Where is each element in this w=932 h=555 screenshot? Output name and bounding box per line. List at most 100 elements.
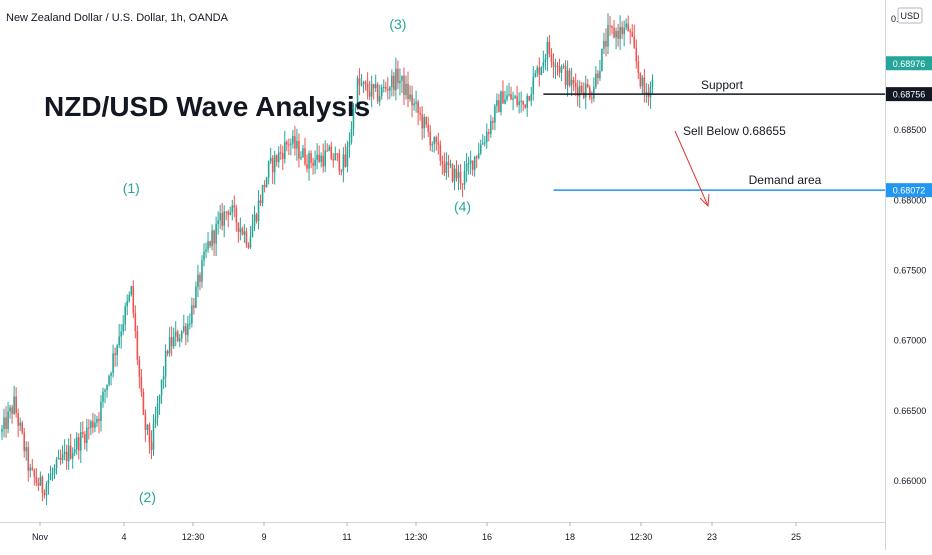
candle-body: [387, 88, 389, 91]
currency-badge-box[interactable]: [897, 7, 923, 24]
candle-body: [635, 47, 638, 62]
candle-body: [380, 87, 383, 97]
candle-body: [281, 153, 284, 159]
price-tag-support: [886, 87, 932, 102]
candle-body: [92, 421, 94, 428]
candle-body: [187, 323, 189, 336]
candle-body: [473, 156, 476, 170]
candle-body: [94, 422, 96, 428]
candle-body: [221, 212, 223, 226]
candle-body: [354, 107, 357, 110]
candle-body: [102, 391, 104, 402]
currency-badge[interactable]: USD: [897, 7, 923, 24]
candle-body: [231, 205, 234, 213]
candle-body: [548, 41, 551, 54]
candle-body: [185, 326, 187, 336]
candle-body: [265, 177, 268, 188]
candle-body: [461, 183, 464, 185]
candle-body: [57, 457, 60, 460]
candle-body: [459, 172, 462, 184]
candle-body: [421, 114, 423, 129]
candle-body: [124, 306, 127, 325]
candle-body: [469, 160, 472, 164]
candle-body: [290, 143, 292, 145]
candle-body: [237, 222, 240, 233]
candle-body: [53, 467, 56, 473]
candle-body: [243, 231, 246, 235]
candle-body: [213, 230, 215, 244]
candle-body: [65, 451, 68, 462]
candle-body: [619, 27, 621, 39]
candle-body: [344, 154, 347, 167]
candle-body: [77, 437, 80, 451]
candle-body: [31, 467, 34, 470]
candle-body: [413, 103, 415, 106]
candle-body: [530, 94, 533, 101]
candle-body: [409, 94, 411, 100]
candle-body: [296, 140, 298, 149]
candle-body: [116, 345, 118, 356]
candle-body: [463, 171, 466, 185]
wave-label: (2): [139, 489, 156, 505]
candle-body: [166, 351, 169, 354]
candle-body: [574, 82, 577, 88]
candle-body: [449, 164, 452, 166]
candle-body: [209, 241, 211, 247]
candle-body: [191, 305, 193, 324]
candle-body: [336, 153, 339, 155]
candle-body: [322, 155, 324, 167]
candle-body: [156, 403, 159, 419]
candle-body: [350, 128, 353, 143]
candle-body: [195, 286, 197, 308]
candle-body: [649, 86, 652, 98]
candle-body: [1, 428, 3, 432]
candle-body: [502, 91, 504, 104]
price-tag-label: 0.68072: [893, 186, 926, 196]
candle-body: [43, 492, 46, 495]
candle-body: [601, 48, 603, 72]
candle-body: [180, 331, 183, 339]
candle-body: [225, 211, 228, 213]
candle-body: [330, 146, 333, 159]
candle-body: [510, 94, 512, 100]
arrow-shaft: [674, 130, 709, 207]
chart-title: NZD/USD Wave Analysis: [44, 91, 370, 122]
price-tag-label: 0.68756: [893, 90, 926, 100]
candle-body: [595, 73, 597, 87]
candle-body: [233, 205, 236, 208]
candle-body: [346, 146, 349, 167]
candle-body: [215, 224, 217, 244]
candle-body: [651, 79, 654, 87]
candle-body: [639, 72, 642, 87]
candle-body: [263, 185, 266, 188]
price-tag-current: [886, 56, 932, 71]
candle-body: [391, 75, 393, 88]
candle-body: [334, 153, 337, 161]
candle-body: [368, 91, 371, 97]
candle-body: [524, 104, 526, 108]
wave-labels-group: (1)(2)(3)(4)(5): [123, 16, 471, 505]
candle-body: [552, 61, 555, 67]
candle-body: [160, 379, 163, 396]
candle-body: [61, 453, 64, 461]
candle-body: [562, 65, 565, 67]
candle-body: [122, 324, 124, 332]
candle-body: [269, 157, 272, 162]
candle-body: [591, 97, 593, 99]
candle-body: [625, 23, 627, 28]
candle-body: [205, 249, 207, 252]
candle-body: [172, 336, 175, 347]
candle-body: [528, 95, 531, 101]
candle-body: [164, 351, 167, 377]
candle-body: [536, 67, 539, 74]
candle-body: [522, 100, 524, 105]
candle-body: [483, 142, 486, 144]
candle-body: [148, 424, 151, 443]
candle-body: [407, 83, 409, 100]
candle-body: [298, 140, 300, 159]
candle-body: [520, 100, 522, 102]
candle-body: [247, 244, 250, 248]
candle-body: [437, 142, 440, 145]
